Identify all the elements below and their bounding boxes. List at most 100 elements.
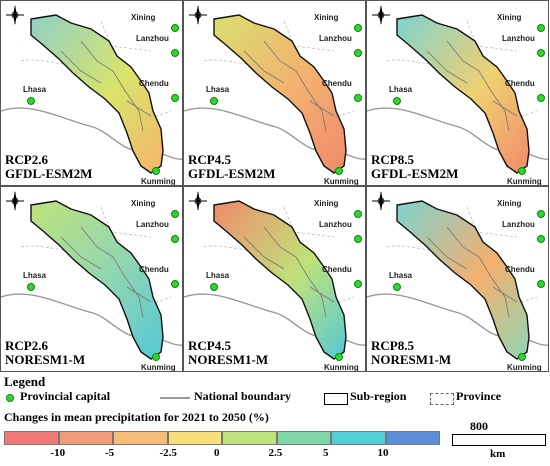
sub-region-boundaries [426,40,518,132]
sub-region-boundaries [243,226,335,318]
north-arrow-icon [189,191,207,211]
national-boundary [367,107,548,160]
legend-capital-label: Provincial capital [20,389,111,403]
city-label-lanzhou: Lanzhou [319,34,352,43]
map-svg [1,191,182,360]
map-panel: Xining Lanzhou Chendu Lhasa Kunming RCP2.6 GFD… [0,0,183,186]
provincial-capital-icon [354,49,362,57]
provincial-capital-icon [335,353,343,361]
provincial-capital-icon [210,97,218,105]
capital-marker-icon [6,394,14,402]
scenario-label: RCP2.6 [5,338,48,353]
provincial-capital-icon [537,210,545,218]
provincial-capital-icon [27,283,35,291]
city-label-lhasa: Lhasa [389,271,413,280]
panel-label: RCP2.6 GFDL-ESM2M [5,153,92,181]
scenario-label: RCP8.5 [371,152,414,167]
provincial-capital-icon [393,97,401,105]
colorbar-swatch [385,431,440,445]
sub-region-boundaries [426,226,518,318]
city-label-lhasa: Lhasa [23,271,47,280]
city-label-lanzhou: Lanzhou [136,34,169,43]
model-label: GFDL-ESM2M [5,166,93,181]
colorbar-title: Changes in mean precipitation for 2021 t… [4,410,269,424]
legend-boundary-label: National boundary [194,389,292,403]
city-label-lhasa: Lhasa [206,85,230,94]
city-label-xining: Xining [497,13,522,22]
provincial-capital-icon [171,94,179,102]
city-label-chendu: Chendu [322,79,352,88]
colorbar-tick-label: 5 [323,447,329,459]
provincial-capital-icon [537,24,545,32]
provincial-capital-icon [171,235,179,243]
provincial-capital-icon [152,167,160,175]
city-label-xining: Xining [314,13,339,22]
map-svg [367,5,548,174]
provincial-capital-icon [354,94,362,102]
provincial-capital-icon [518,167,526,175]
city-label-xining: Xining [131,199,156,208]
city-label-lanzhou: Lanzhou [502,34,535,43]
national-boundary [184,107,365,160]
national-boundary [1,107,182,160]
map-svg [367,191,548,360]
city-label-xining: Xining [131,13,156,22]
provincial-capital-icon [537,94,545,102]
provincial-capital-icon [354,280,362,288]
national-boundary-line-icon [160,397,190,399]
city-label-kunming: Kunming [324,177,359,186]
city-label-xining: Xining [497,199,522,208]
sub-region-boundaries [60,226,152,318]
panel-label: RCP4.5 NORESM1-M [188,339,268,367]
colorbar-swatch [58,431,113,445]
city-label-xining: Xining [314,199,339,208]
map-panel: Xining Lanzhou Chendu Lhasa Kunming RCP2.6 NOR… [0,186,183,372]
provincial-capital-icon [152,353,160,361]
provincial-capital-icon [171,49,179,57]
panel-label: RCP2.6 NORESM1-M [5,339,85,367]
legend-title: Legend [4,374,46,389]
city-label-lhasa: Lhasa [23,85,47,94]
provincial-capital-icon [171,210,179,218]
map-panel: Xining Lanzhou Chendu Lhasa Kunming RCP8.5 GFD… [366,0,549,186]
city-label-lanzhou: Lanzhou [502,220,535,229]
colorbar-tick-label: -2.5 [159,447,177,459]
city-label-kunming: Kunming [507,363,542,372]
provincial-capital-icon [537,49,545,57]
legend-subregion-label: Sub-region [350,389,407,403]
provincial-capital-icon [354,24,362,32]
map-svg [1,5,182,174]
panel-label: RCP8.5 GFDL-ESM2M [371,153,458,181]
provincial-capital-icon [537,235,545,243]
national-boundary [367,293,548,346]
colorbar-tick-label: 10 [377,447,389,459]
provincial-capital-icon [335,167,343,175]
national-boundary [1,293,182,346]
north-arrow-icon [189,5,207,25]
subregion-box-icon [324,393,348,405]
model-label: NORESM1-M [371,352,452,367]
provincial-capital-icon [537,280,545,288]
city-label-lanzhou: Lanzhou [319,220,352,229]
scale-bar-unit: km [490,448,506,460]
provincial-capital-icon [27,97,35,105]
colorbar-tick-label: -10 [50,447,66,459]
legend-province-label: Province [456,389,502,403]
model-label: NORESM1-M [188,352,269,367]
sub-region-boundaries [243,40,335,132]
model-label: GFDL-ESM2M [371,166,459,181]
colorbar-tick-label: 0 [214,447,220,459]
north-arrow-icon [372,191,390,211]
scenario-label: RCP8.5 [371,338,414,353]
city-label-chendu: Chendu [139,265,169,274]
north-arrow-icon [6,5,24,25]
city-label-kunming: Kunming [324,363,359,372]
provincial-capital-icon [171,24,179,32]
city-label-lanzhou: Lanzhou [136,220,169,229]
province-box-icon [430,393,454,405]
map-panel: Xining Lanzhou Chendu Lhasa Kunming RCP4.5 NOR… [183,186,366,372]
provincial-capital-icon [210,283,218,291]
city-label-kunming: Kunming [141,177,176,186]
scenario-label: RCP4.5 [188,152,231,167]
city-label-chendu: Chendu [505,265,535,274]
